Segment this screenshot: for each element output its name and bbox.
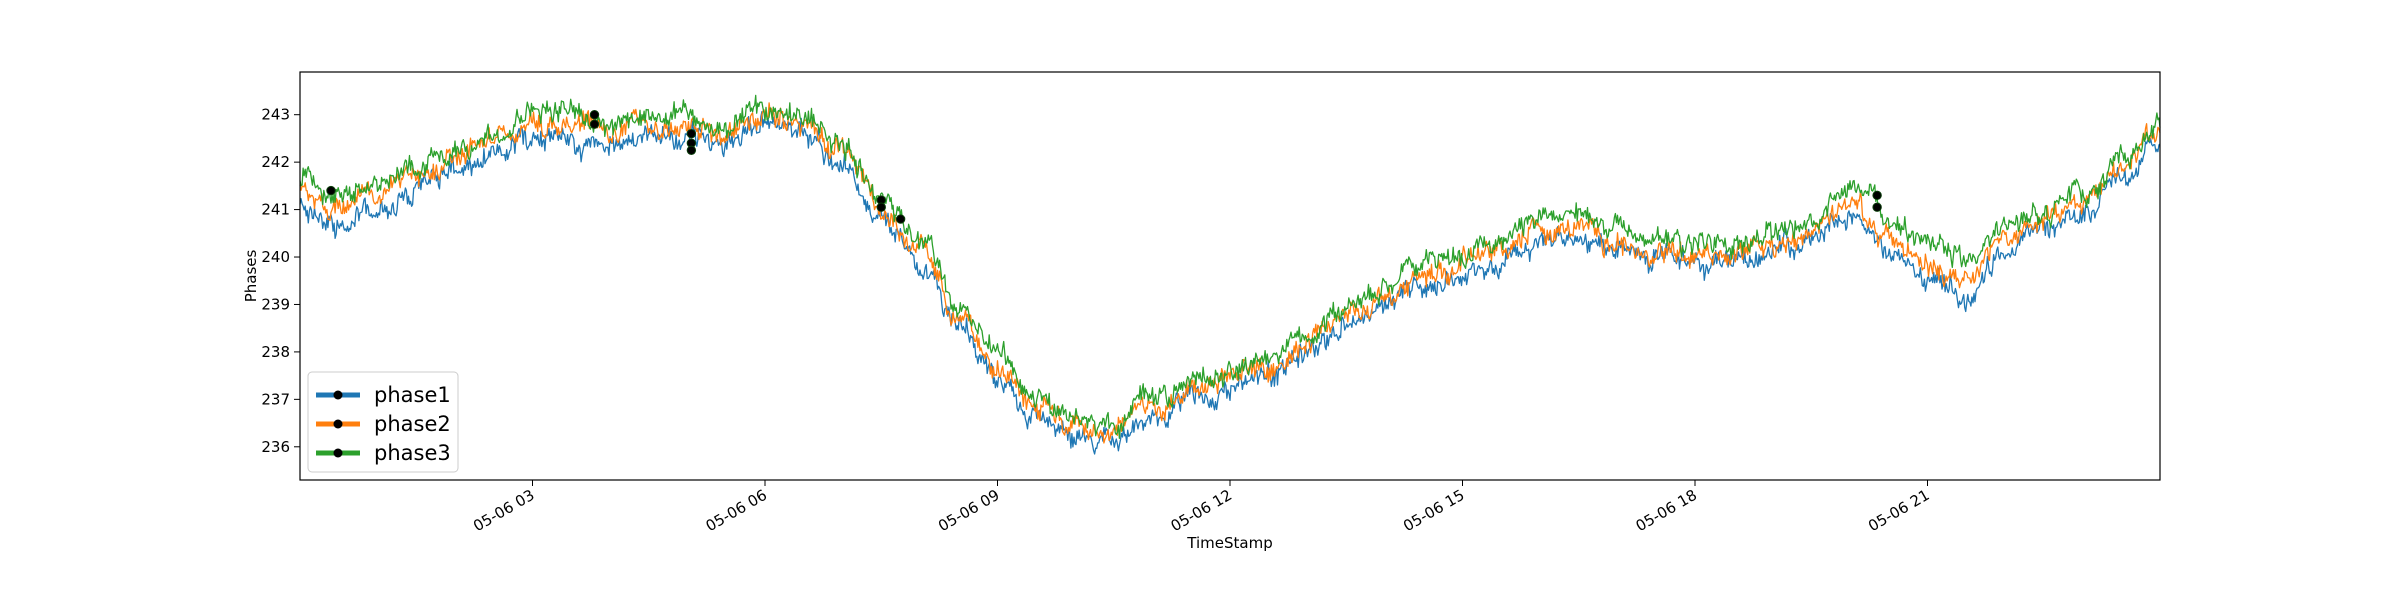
data-marker-1 <box>326 185 336 196</box>
data-marker-3 <box>589 119 600 129</box>
legend-marker-phase2 <box>333 419 343 429</box>
series-line-phase3 <box>299 94 2161 439</box>
plot-area <box>300 72 2160 480</box>
x-axis-label: TimeStamp <box>1186 534 1272 552</box>
y-tick-label: 242 <box>261 153 290 171</box>
legend-label-phase1: phase1 <box>374 383 451 407</box>
y-axis-label: Phases <box>242 250 260 303</box>
legend-marker-phase3 <box>333 448 343 458</box>
legend-marker-phase1 <box>333 390 343 400</box>
y-tick-label: 243 <box>261 106 290 124</box>
data-marker-2 <box>589 109 600 120</box>
legend-label-phase2: phase2 <box>374 412 451 436</box>
series-line-phase2 <box>299 102 2161 444</box>
legend: phase1 phase2 phase3 <box>307 371 459 473</box>
data-marker-4 <box>686 128 697 139</box>
data-marker-10 <box>1872 190 1882 201</box>
data-markers <box>326 109 1882 224</box>
series-lines <box>299 94 2161 455</box>
y-tick-label: 236 <box>261 438 290 456</box>
data-marker-9 <box>895 214 906 224</box>
legend-label-phase3: phase3 <box>374 441 451 465</box>
series-line-phase1 <box>299 111 2161 455</box>
y-tick-label: 239 <box>261 295 290 313</box>
y-axis-ticks: 236 237 238 239 240 241 242 243 <box>261 106 300 456</box>
data-marker-11 <box>1872 202 1882 212</box>
data-marker-8 <box>876 202 886 212</box>
y-tick-label: 240 <box>261 248 290 266</box>
y-tick-label: 237 <box>261 390 290 408</box>
y-tick-label: 238 <box>261 343 290 361</box>
y-tick-label: 241 <box>261 201 290 219</box>
data-marker-6 <box>686 145 697 155</box>
